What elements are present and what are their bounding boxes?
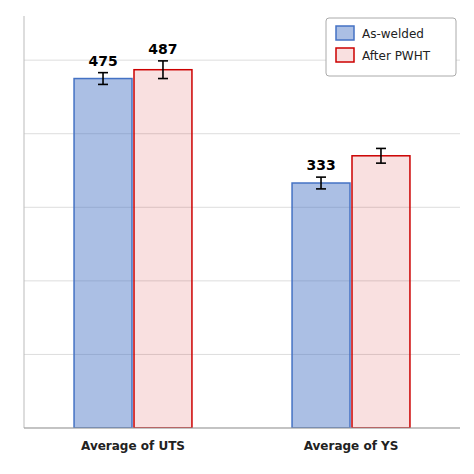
legend: As-welded After PWHT xyxy=(326,18,456,76)
x-tick-label: Average of YS xyxy=(304,439,399,453)
error-bar xyxy=(316,177,326,189)
bars xyxy=(74,61,410,428)
legend-swatch xyxy=(336,48,354,62)
bar xyxy=(292,183,350,428)
y-axis-line xyxy=(24,16,25,428)
labels: 475 333 487 xyxy=(88,41,335,173)
legend-label: As-welded xyxy=(362,27,424,41)
error-bar xyxy=(158,61,168,79)
chart: 475 333 487 Average of UTS Average of YS As-w… xyxy=(0,0,474,474)
grid-line xyxy=(24,428,460,429)
x-axis-line xyxy=(24,428,460,429)
bar xyxy=(74,79,132,428)
error-bar xyxy=(98,73,108,85)
bar xyxy=(352,156,410,428)
bar xyxy=(134,70,192,428)
data-label: 333 xyxy=(306,157,335,173)
legend-swatch xyxy=(336,26,354,40)
data-label: 475 xyxy=(88,53,117,69)
legend-frame xyxy=(326,18,456,76)
error-bar xyxy=(376,148,386,163)
legend-label: After PWHT xyxy=(362,49,431,63)
data-label: 487 xyxy=(148,41,177,57)
x-tick-label: Average of UTS xyxy=(81,439,185,453)
